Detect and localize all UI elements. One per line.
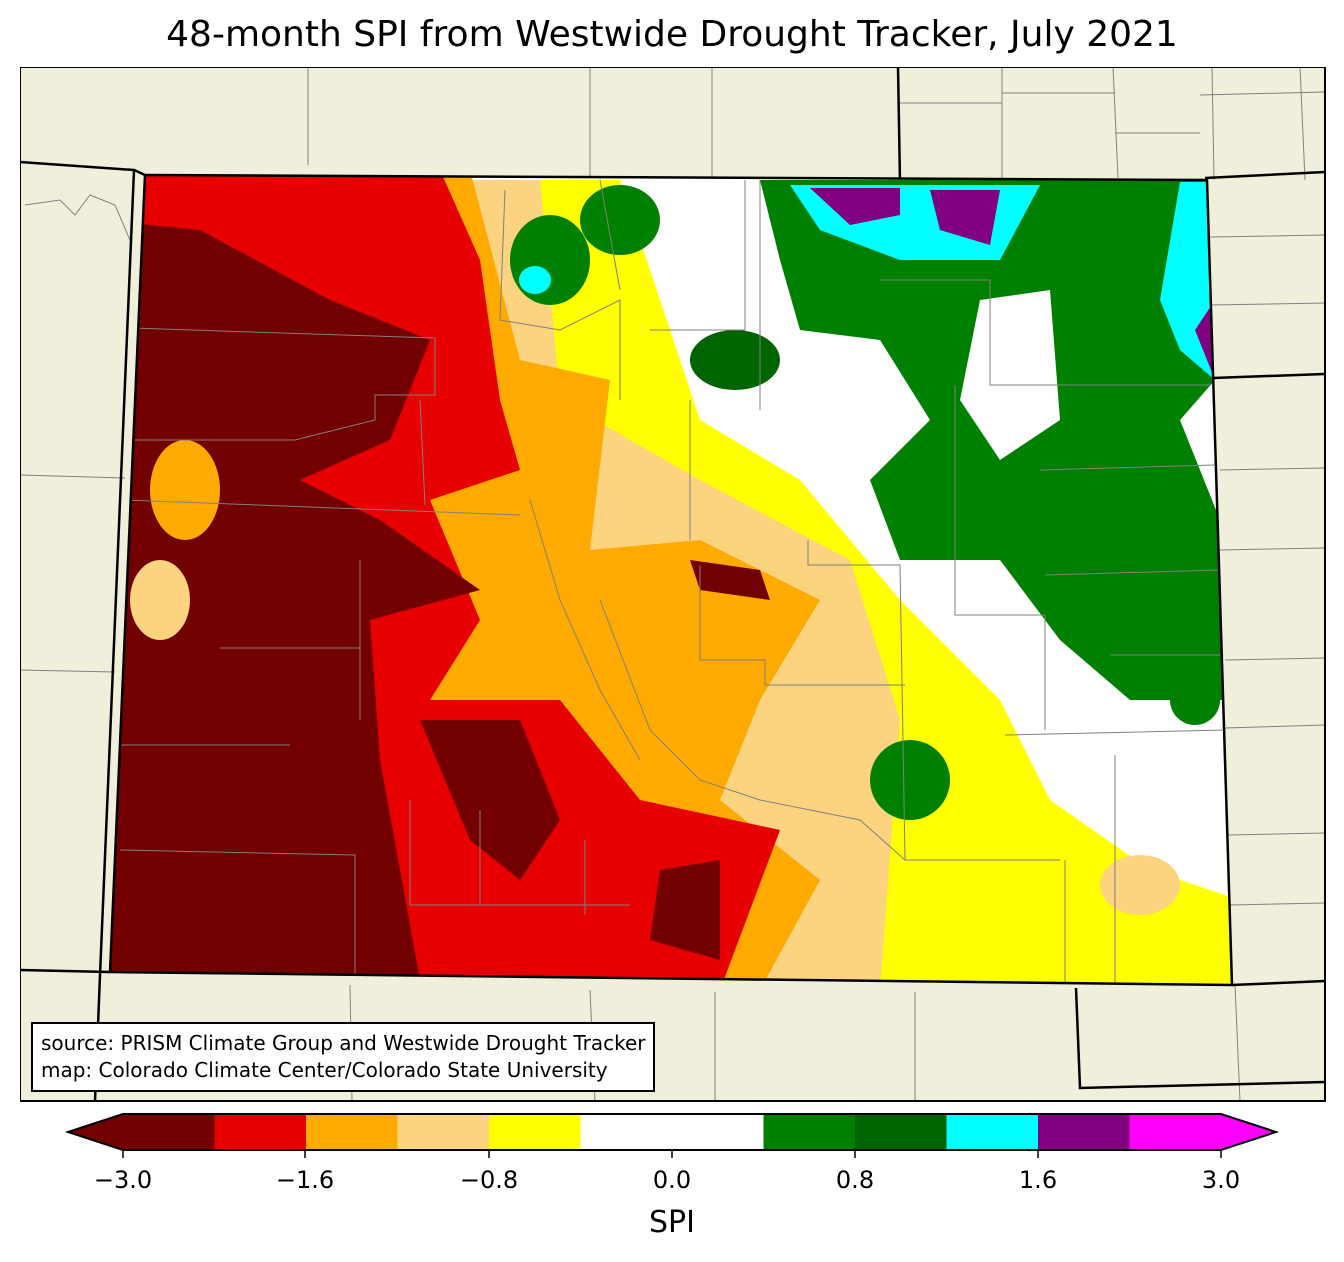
- map-title: 48-month SPI from Westwide Drought Track…: [166, 14, 1178, 55]
- colorbar-segment: [214, 1114, 307, 1150]
- colorbar-tick-label: 0.8: [835, 1166, 875, 1194]
- colorbar-segment: [763, 1114, 856, 1150]
- source-attribution: source: PRISM Climate Group and Westwide…: [31, 1022, 656, 1092]
- colorbar-segment: [946, 1114, 1039, 1150]
- colorbar-extend-high: [1221, 1114, 1276, 1150]
- map-frame: [20, 67, 1326, 1102]
- colorbar-tick-label: 3.0: [1201, 1166, 1241, 1194]
- colorbar-segment: [580, 1114, 764, 1150]
- colorbar: [64, 1113, 1280, 1158]
- spi-contours: [110, 175, 1232, 985]
- source-line: source: PRISM Climate Group and Westwide…: [41, 1031, 646, 1055]
- colorbar-tick-label: −3.0: [93, 1166, 153, 1194]
- colorbar-segment: [855, 1114, 947, 1150]
- colorbar-tick-label: −0.8: [459, 1166, 519, 1194]
- colorbar-tick-label: −1.6: [275, 1166, 335, 1194]
- colorbar-tick-label: 0.0: [652, 1166, 692, 1194]
- colorbar-segment: [489, 1114, 581, 1150]
- colorbar-segment: [123, 1114, 215, 1150]
- colorbar-extend-low: [68, 1114, 123, 1150]
- colorado-border: [108, 173, 1234, 987]
- map-credit-line: map: Colorado Climate Center/Colorado St…: [41, 1058, 608, 1082]
- colorbar-segment: [306, 1114, 398, 1150]
- colorbar-label: SPI: [649, 1205, 695, 1240]
- colorbar-tick-label: 1.6: [1018, 1166, 1058, 1194]
- spi-map: [20, 67, 1326, 1102]
- colorbar-segment: [1129, 1114, 1222, 1150]
- colorbar-segment: [1038, 1114, 1130, 1150]
- colorbar-segment: [397, 1114, 490, 1150]
- county-lines: [115, 179, 1226, 985]
